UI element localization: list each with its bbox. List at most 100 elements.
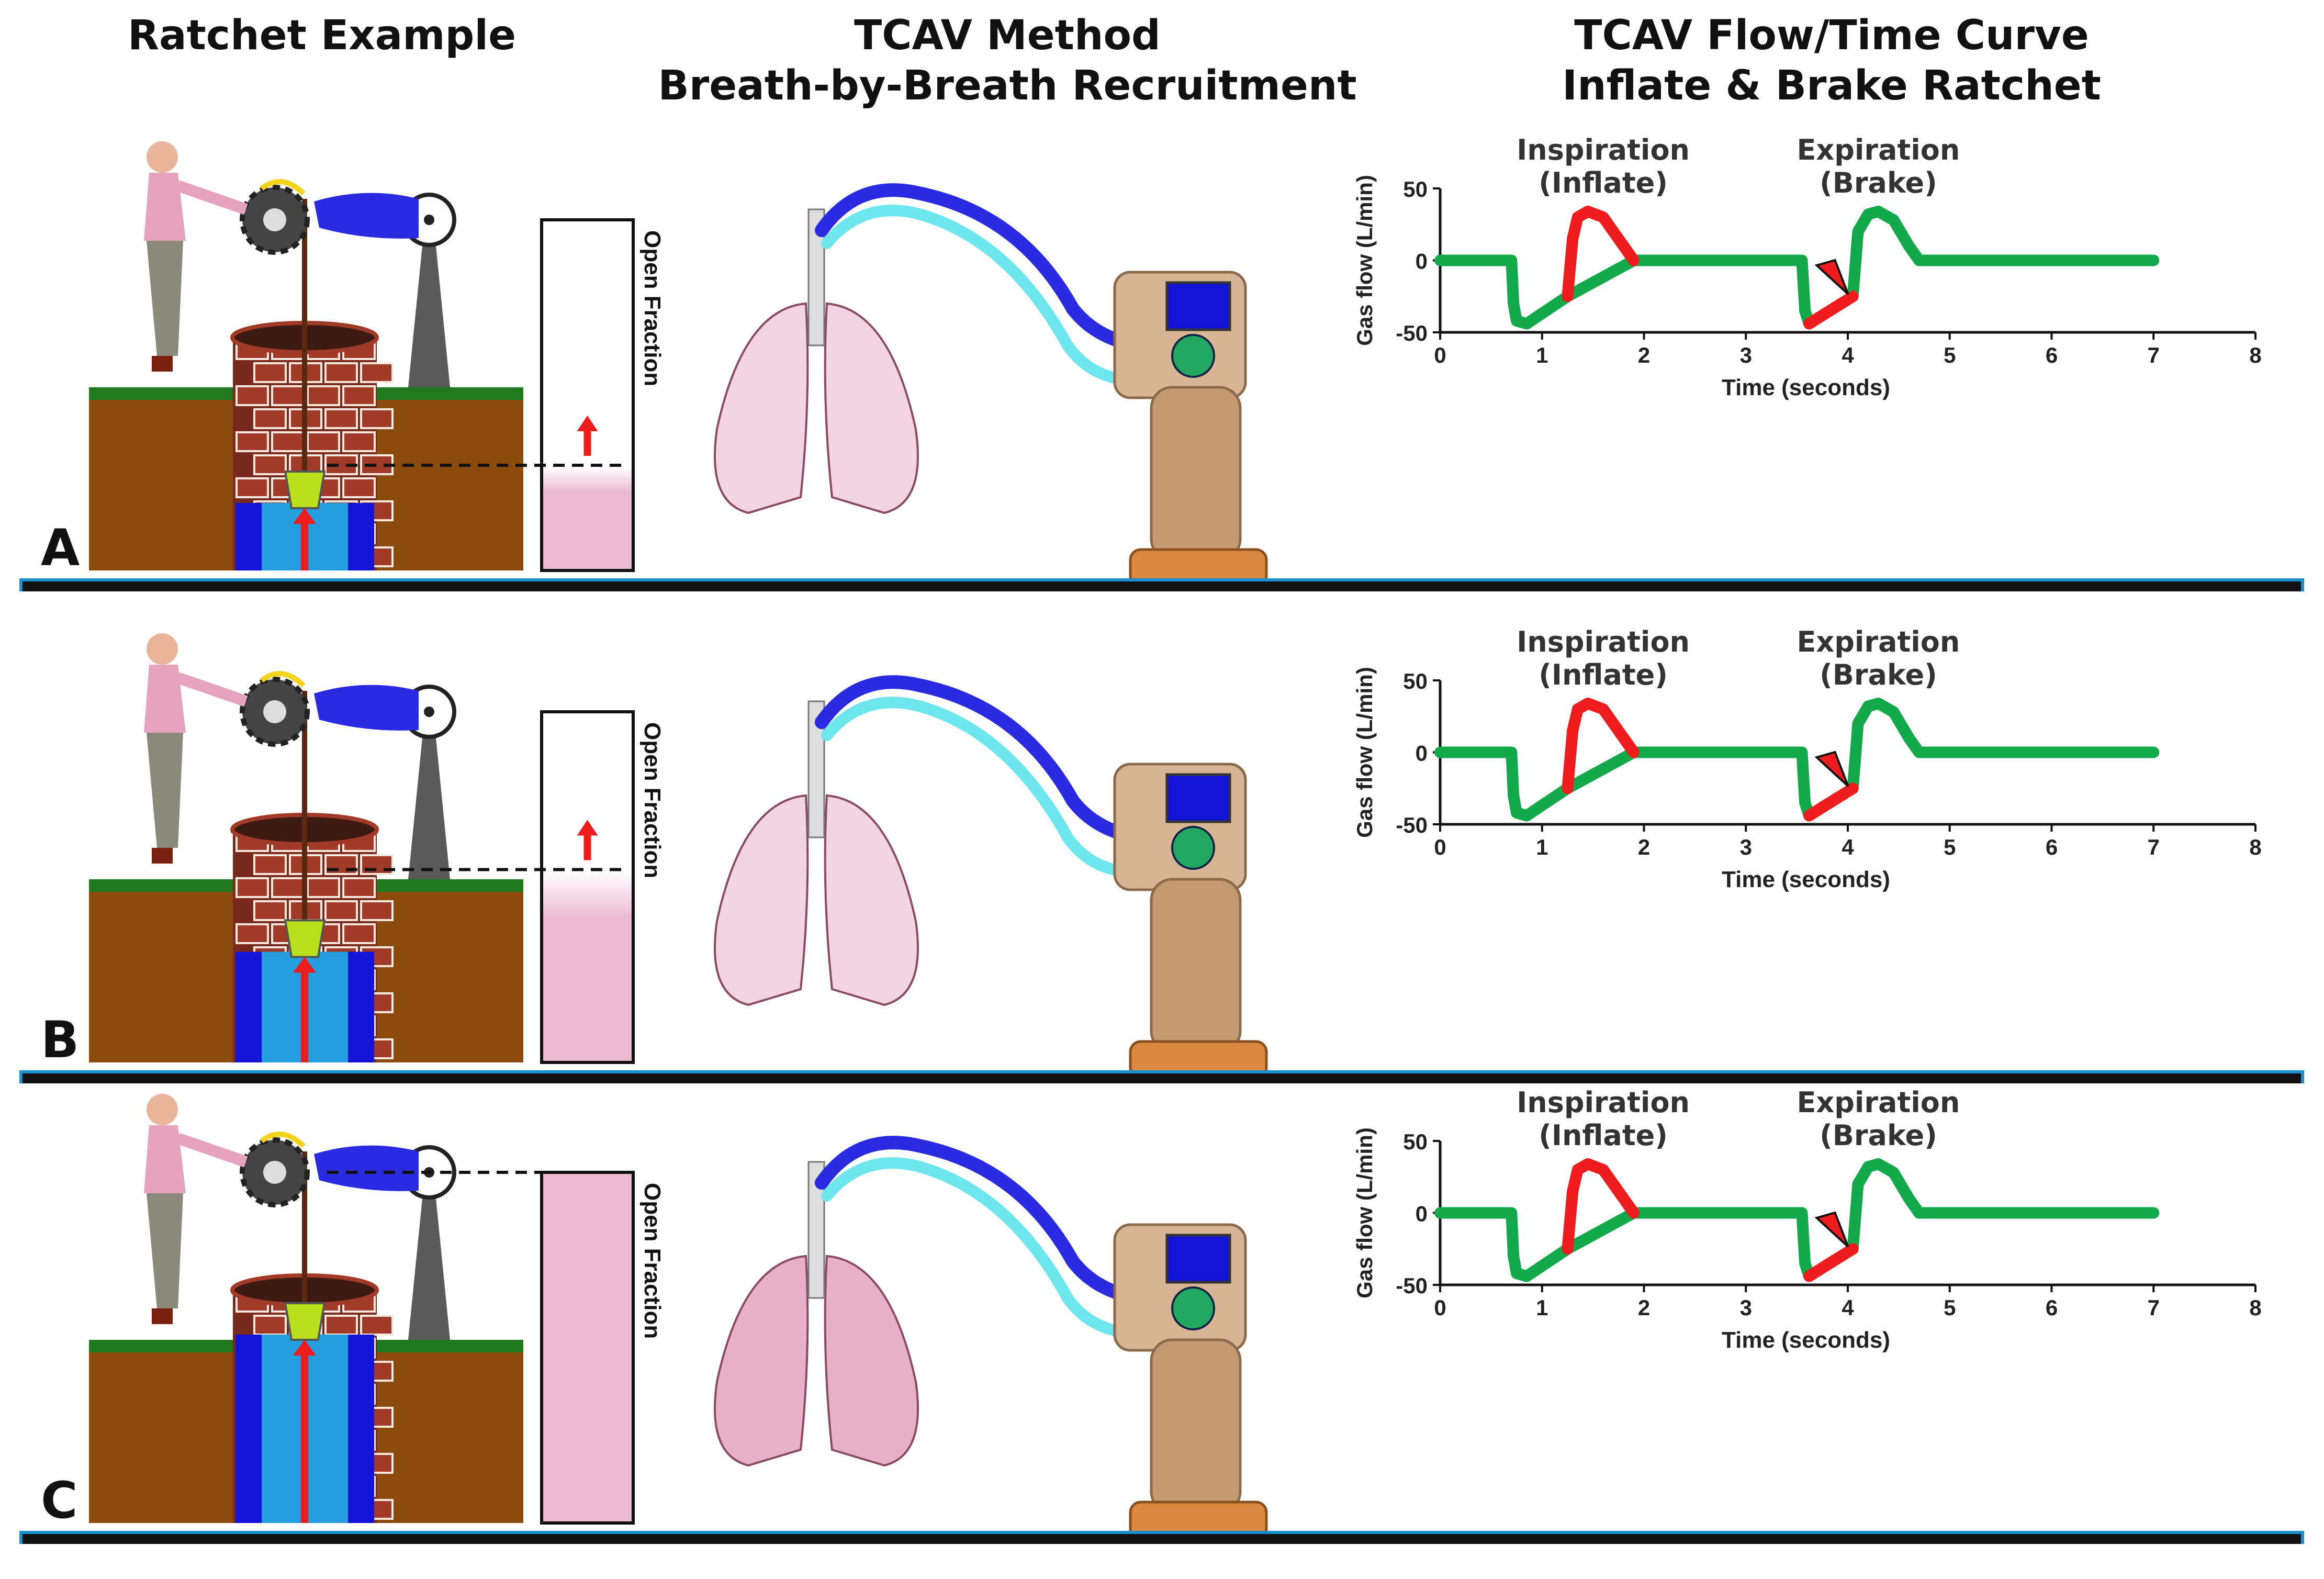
inflate-label: (Inflate) [1539, 166, 1668, 199]
ventilator-screen [1165, 281, 1231, 331]
rotation-arrow [260, 1132, 306, 1148]
brick [253, 362, 287, 383]
person-head [147, 1094, 178, 1125]
x-tick-label: 5 [1944, 343, 1956, 367]
expiration-label: Expiration [1797, 628, 1960, 658]
x-tick-label: 8 [2249, 343, 2261, 367]
gear-hub [263, 208, 286, 231]
person-legs [147, 1193, 183, 1308]
x-tick-label: 3 [1740, 835, 1752, 859]
ventilator-body [1150, 878, 1242, 1054]
x-tick-label: 1 [1536, 343, 1548, 367]
brick [342, 477, 376, 498]
x-tick-label: 7 [2148, 835, 2160, 859]
person-arm [176, 672, 248, 707]
brick [271, 431, 305, 452]
rotation-arrow [260, 179, 306, 196]
brick [253, 408, 287, 429]
x-tick-label: 8 [2249, 1295, 2261, 1320]
x-tick-label: 6 [2046, 1295, 2058, 1320]
brake-label: (Brake) [1820, 1119, 1937, 1152]
open-fraction-label: Open Fraction [639, 722, 665, 878]
expiration-red-segment [1803, 1243, 1859, 1282]
x-tick-label: 1 [1536, 1295, 1548, 1320]
brick [324, 1315, 358, 1336]
x-tick-label: 0 [1434, 343, 1446, 367]
flow-curve-green [1434, 206, 2160, 330]
person-boots [152, 848, 173, 864]
x-tick-label: 4 [1842, 343, 1854, 367]
ratchet-scene: Open Fraction [89, 1094, 665, 1525]
x-tick-label: 0 [1434, 835, 1446, 859]
brick [235, 877, 269, 898]
brick [307, 385, 340, 406]
brick [324, 362, 358, 383]
ventilator-port [1171, 334, 1215, 378]
x-tick-label: 4 [1842, 835, 1854, 859]
y-tick-label: -50 [1396, 813, 1428, 837]
person-head [147, 633, 178, 665]
open-fraction-fill [543, 871, 632, 1061]
y-tick-label: 0 [1416, 1202, 1428, 1226]
brick [342, 431, 376, 452]
x-tick-label: 2 [1638, 1295, 1650, 1320]
panel-c: Open Fraction C 0 1 2 3 4 5 6 7 8 50 0 -50 Time (secon… [0, 1089, 2324, 1544]
x-tick-label: 2 [1638, 835, 1650, 859]
person-shirt [144, 173, 186, 241]
expiration-label: Expiration [1797, 136, 1960, 166]
brick [235, 431, 269, 452]
brick [271, 877, 305, 898]
inspiration-label: Inspiration [1517, 1089, 1690, 1119]
right-lung [824, 302, 919, 514]
brick [271, 385, 305, 406]
person-boots [152, 1308, 173, 1324]
person-arm [176, 180, 248, 215]
brick [342, 877, 376, 898]
person-legs [147, 241, 183, 356]
open-fraction-arrow-head [577, 416, 598, 431]
y-axis-label: Gas flow (L/min) [1352, 1127, 1377, 1298]
expiration-red-segment [1803, 290, 1859, 330]
inspiration-red-segment [1562, 698, 1640, 794]
panel-separator [19, 578, 2304, 591]
y-tick-label: 0 [1416, 249, 1428, 274]
brake-label: (Brake) [1820, 166, 1937, 199]
flow-curve-green [1434, 698, 2160, 822]
pulley-belt [314, 1145, 419, 1191]
panel-separator [19, 1531, 2304, 1544]
brick [360, 362, 394, 383]
pulley-tower [408, 230, 450, 387]
expiration-red-segment [1803, 782, 1859, 822]
y-axis-label: Gas flow (L/min) [1352, 667, 1377, 838]
open-fraction-fill [543, 467, 632, 569]
panel-b: Open Fraction B 0 1 2 3 4 5 6 7 8 50 0 -50 Time (secon… [0, 628, 2324, 1083]
x-tick-label: 1 [1536, 835, 1548, 859]
inflate-label: (Inflate) [1539, 1119, 1668, 1152]
ventilator-screen [1165, 773, 1231, 823]
open-fraction-arrow-head [577, 820, 598, 836]
ratchet-example-title: Ratchet Example [127, 12, 517, 59]
ventilator-port [1171, 826, 1215, 870]
tcav-scene [714, 1136, 1268, 1540]
x-tick-label: 6 [2046, 343, 2058, 367]
pulley-belt [314, 685, 419, 731]
ventilator-body [1150, 386, 1242, 562]
brick [253, 900, 287, 921]
x-tick-label: 6 [2046, 835, 2058, 859]
x-tick-label: 8 [2249, 835, 2261, 859]
x-tick-label: 7 [2148, 1295, 2160, 1320]
gear-hub [263, 1161, 286, 1184]
brick [360, 900, 394, 921]
x-axis-label: Time (seconds) [1722, 375, 1890, 400]
tcav-method-title: TCAV Method Breath-by-Breath Recruitment [658, 12, 1357, 109]
tcav-scene [714, 183, 1268, 588]
x-tick-label: 2 [1638, 343, 1650, 367]
panel-letter: B [41, 1011, 79, 1069]
panel-separator [19, 1070, 2304, 1083]
person-legs [147, 733, 183, 848]
inspiration-label: Inspiration [1517, 136, 1690, 166]
panel-a: Open Fraction A 0 1 2 3 4 5 6 7 8 50 0 -50 Time (secon… [0, 136, 2324, 591]
pulley-tower [408, 722, 450, 879]
